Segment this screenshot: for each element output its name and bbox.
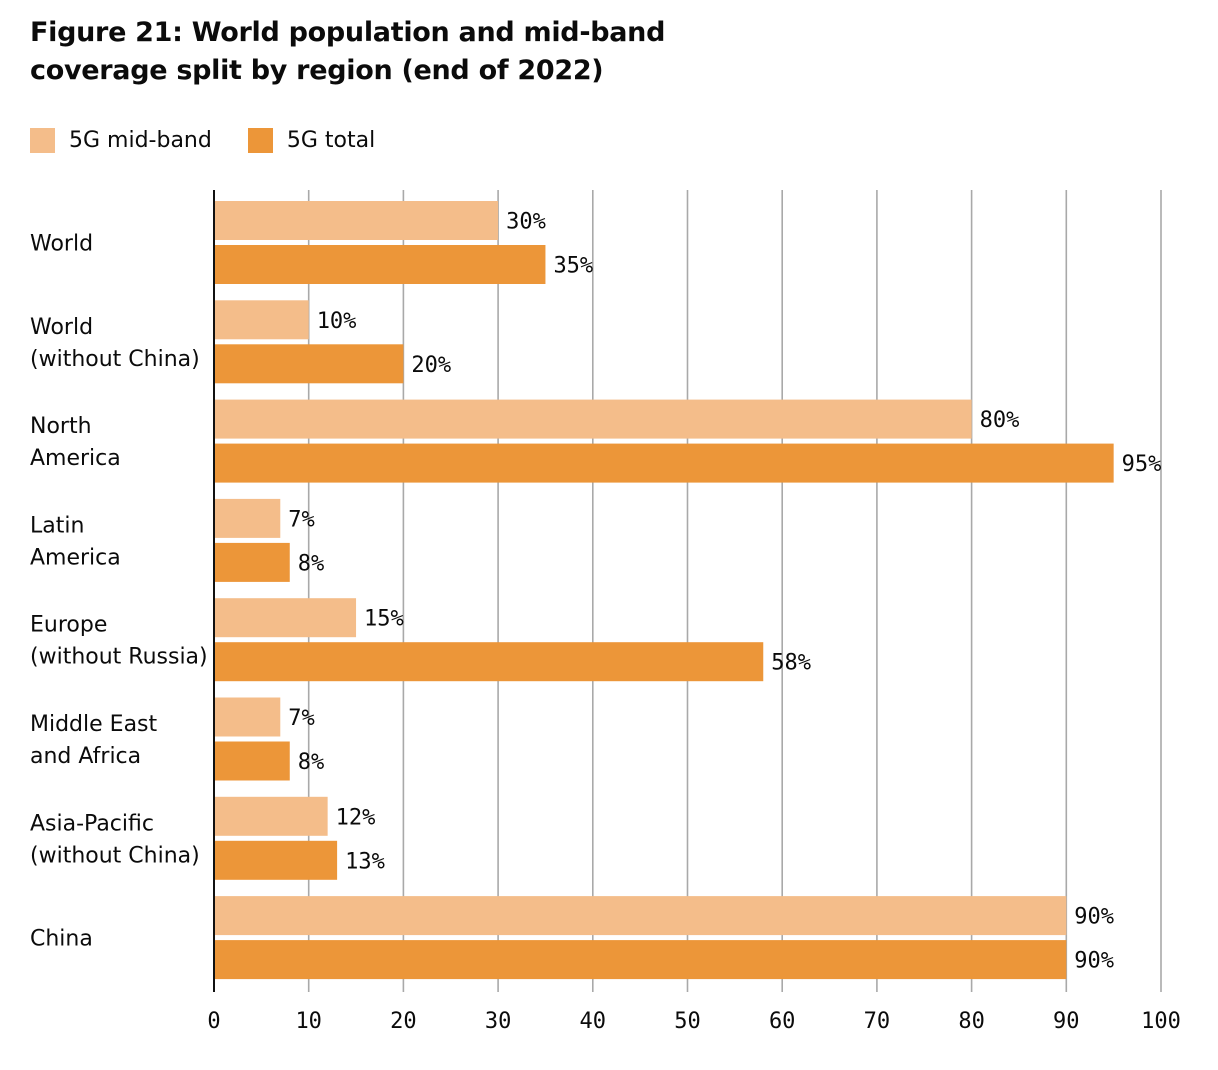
category-label-2-line-0: North [30, 414, 92, 439]
value-label-mid-band-4: 15% [364, 607, 404, 632]
value-label-total-0: 35% [553, 254, 593, 279]
value-label-mid-band-5: 7% [288, 706, 315, 731]
bar-mid-band-0 [214, 201, 499, 240]
category-label-3-line-0: Latin [30, 513, 84, 538]
bar-total-3 [214, 542, 290, 582]
category-label-0-line-0: World [30, 232, 93, 257]
legend-swatch-total [247, 127, 273, 153]
category-label-6-line-1: (without China) [30, 843, 200, 868]
x-tick-label-0: 0 [207, 1009, 220, 1034]
value-label-total-7: 90% [1074, 949, 1114, 974]
category-label-5-line-1: and Africa [30, 744, 141, 769]
bar-mid-band-6 [214, 796, 328, 836]
category-label-7-line-0: China [30, 927, 93, 952]
x-tick-label-100: 100 [1141, 1009, 1181, 1034]
value-label-mid-band-2: 80% [980, 408, 1020, 433]
bar-mid-band-7 [214, 896, 1067, 936]
value-label-total-6: 13% [345, 849, 385, 874]
category-label-4-line-0: Europe [30, 613, 107, 638]
x-tick-label-40: 40 [580, 1009, 607, 1034]
x-tick-label-90: 90 [1053, 1009, 1080, 1034]
bar-total-4 [214, 642, 764, 682]
category-label-1-line-1: (without China) [30, 347, 200, 372]
category-label-5-line-0: Middle East [30, 712, 158, 737]
category-label-6-line-0: Asia-Pacific [30, 811, 154, 836]
legend: 5G mid-band 5G total [30, 126, 411, 154]
bar-total-7 [214, 940, 1067, 980]
legend-item-mid-band: 5G mid-band [30, 127, 212, 153]
x-tick-label-20: 20 [390, 1009, 417, 1034]
title-line-2: coverage split by region (end of 2022) [30, 55, 604, 86]
bar-total-5 [214, 741, 290, 781]
legend-label-mid-band: 5G mid-band [69, 127, 212, 153]
bar-total-6 [214, 840, 338, 880]
chart-title: Figure 21: World population and mid-band… [30, 14, 930, 90]
value-label-mid-band-7: 90% [1074, 905, 1114, 930]
bar-total-0 [214, 245, 546, 284]
value-label-mid-band-0: 30% [506, 210, 546, 235]
bar-mid-band-3 [214, 498, 281, 538]
value-label-total-3: 8% [298, 551, 325, 576]
value-label-total-1: 20% [411, 353, 451, 378]
x-tick-label-80: 80 [958, 1009, 985, 1034]
category-label-3-line-1: America [30, 545, 121, 570]
bar-mid-band-4 [214, 598, 357, 638]
value-label-mid-band-3: 7% [288, 507, 315, 532]
legend-label-total: 5G total [286, 127, 376, 153]
bar-total-2 [214, 443, 1114, 483]
bar-mid-band-2 [214, 399, 972, 439]
x-tick-label-30: 30 [485, 1009, 512, 1034]
value-label-total-2: 95% [1122, 452, 1162, 477]
value-label-total-4: 58% [771, 651, 811, 676]
legend-item-total: 5G total [247, 127, 376, 153]
x-tick-label-70: 70 [864, 1009, 891, 1034]
bar-mid-band-5 [214, 697, 281, 737]
legend-swatch-mid-band [30, 127, 55, 153]
x-tick-label-10: 10 [295, 1009, 322, 1034]
bar-mid-band-1 [214, 300, 309, 340]
x-tick-label-50: 50 [674, 1009, 701, 1034]
title-line-1: Figure 21: World population and mid-band [30, 17, 666, 48]
value-label-total-5: 8% [298, 750, 325, 775]
category-label-4-line-1: (without Russia) [30, 645, 208, 670]
category-label-2-line-1: America [30, 446, 121, 471]
category-label-1-line-0: World [30, 315, 93, 340]
value-label-mid-band-6: 12% [336, 805, 376, 830]
value-label-mid-band-1: 10% [317, 309, 357, 334]
x-tick-label-60: 60 [769, 1009, 796, 1034]
bar-total-1 [214, 344, 404, 384]
